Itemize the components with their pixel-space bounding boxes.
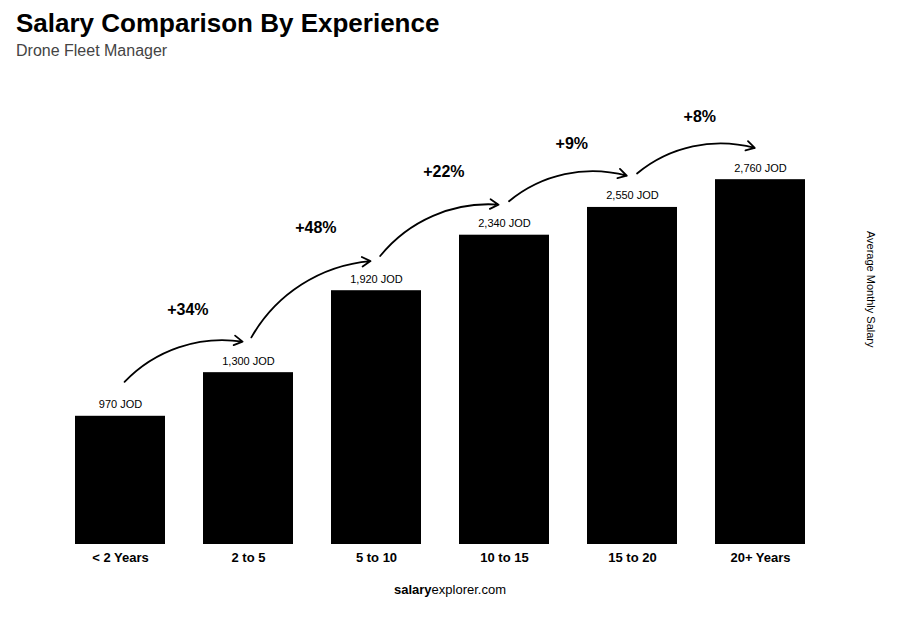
svg-text:2,340 JOD: 2,340 JOD (478, 218, 531, 230)
svg-text:+34%: +34% (167, 301, 208, 318)
html-text:Salary Comparison By Experienc: Salary Comparison By Experience (16, 8, 440, 38)
svg-text:+8%: +8% (684, 108, 716, 125)
svg-text:2,550 JOD: 2,550 JOD (606, 190, 659, 202)
svg-text:5 to 10: 5 to 10 (356, 550, 397, 565)
svg-text:20+ Years: 20+ Years (730, 550, 790, 565)
svg-text:1,300 JOD: 1,300 JOD (222, 355, 275, 367)
svg-text:+22%: +22% (423, 164, 464, 181)
html-text:salary explorer.com: salary explorer.com (394, 582, 506, 598)
svg-text:Average Monthly Salary: Average Monthly Salary (865, 231, 877, 348)
svg-text:< 2 Years: < 2 Years (92, 550, 149, 565)
svg-text:2 to 5: 2 to 5 (232, 550, 266, 565)
svg-text:2,760 JOD: 2,760 JOD (734, 162, 787, 174)
html-text:Drone Fleet Manager: Drone Fleet Manager (16, 42, 168, 60)
svg-text:+48%: +48% (295, 219, 336, 236)
svg-text:970 JOD: 970 JOD (99, 399, 142, 411)
svg-text:15 to 20: 15 to 20 (608, 550, 656, 565)
svg-text:+9%: +9% (556, 136, 588, 153)
svg-text:10 to 15: 10 to 15 (480, 550, 528, 565)
svg-text:1,920 JOD: 1,920 JOD (350, 273, 403, 285)
